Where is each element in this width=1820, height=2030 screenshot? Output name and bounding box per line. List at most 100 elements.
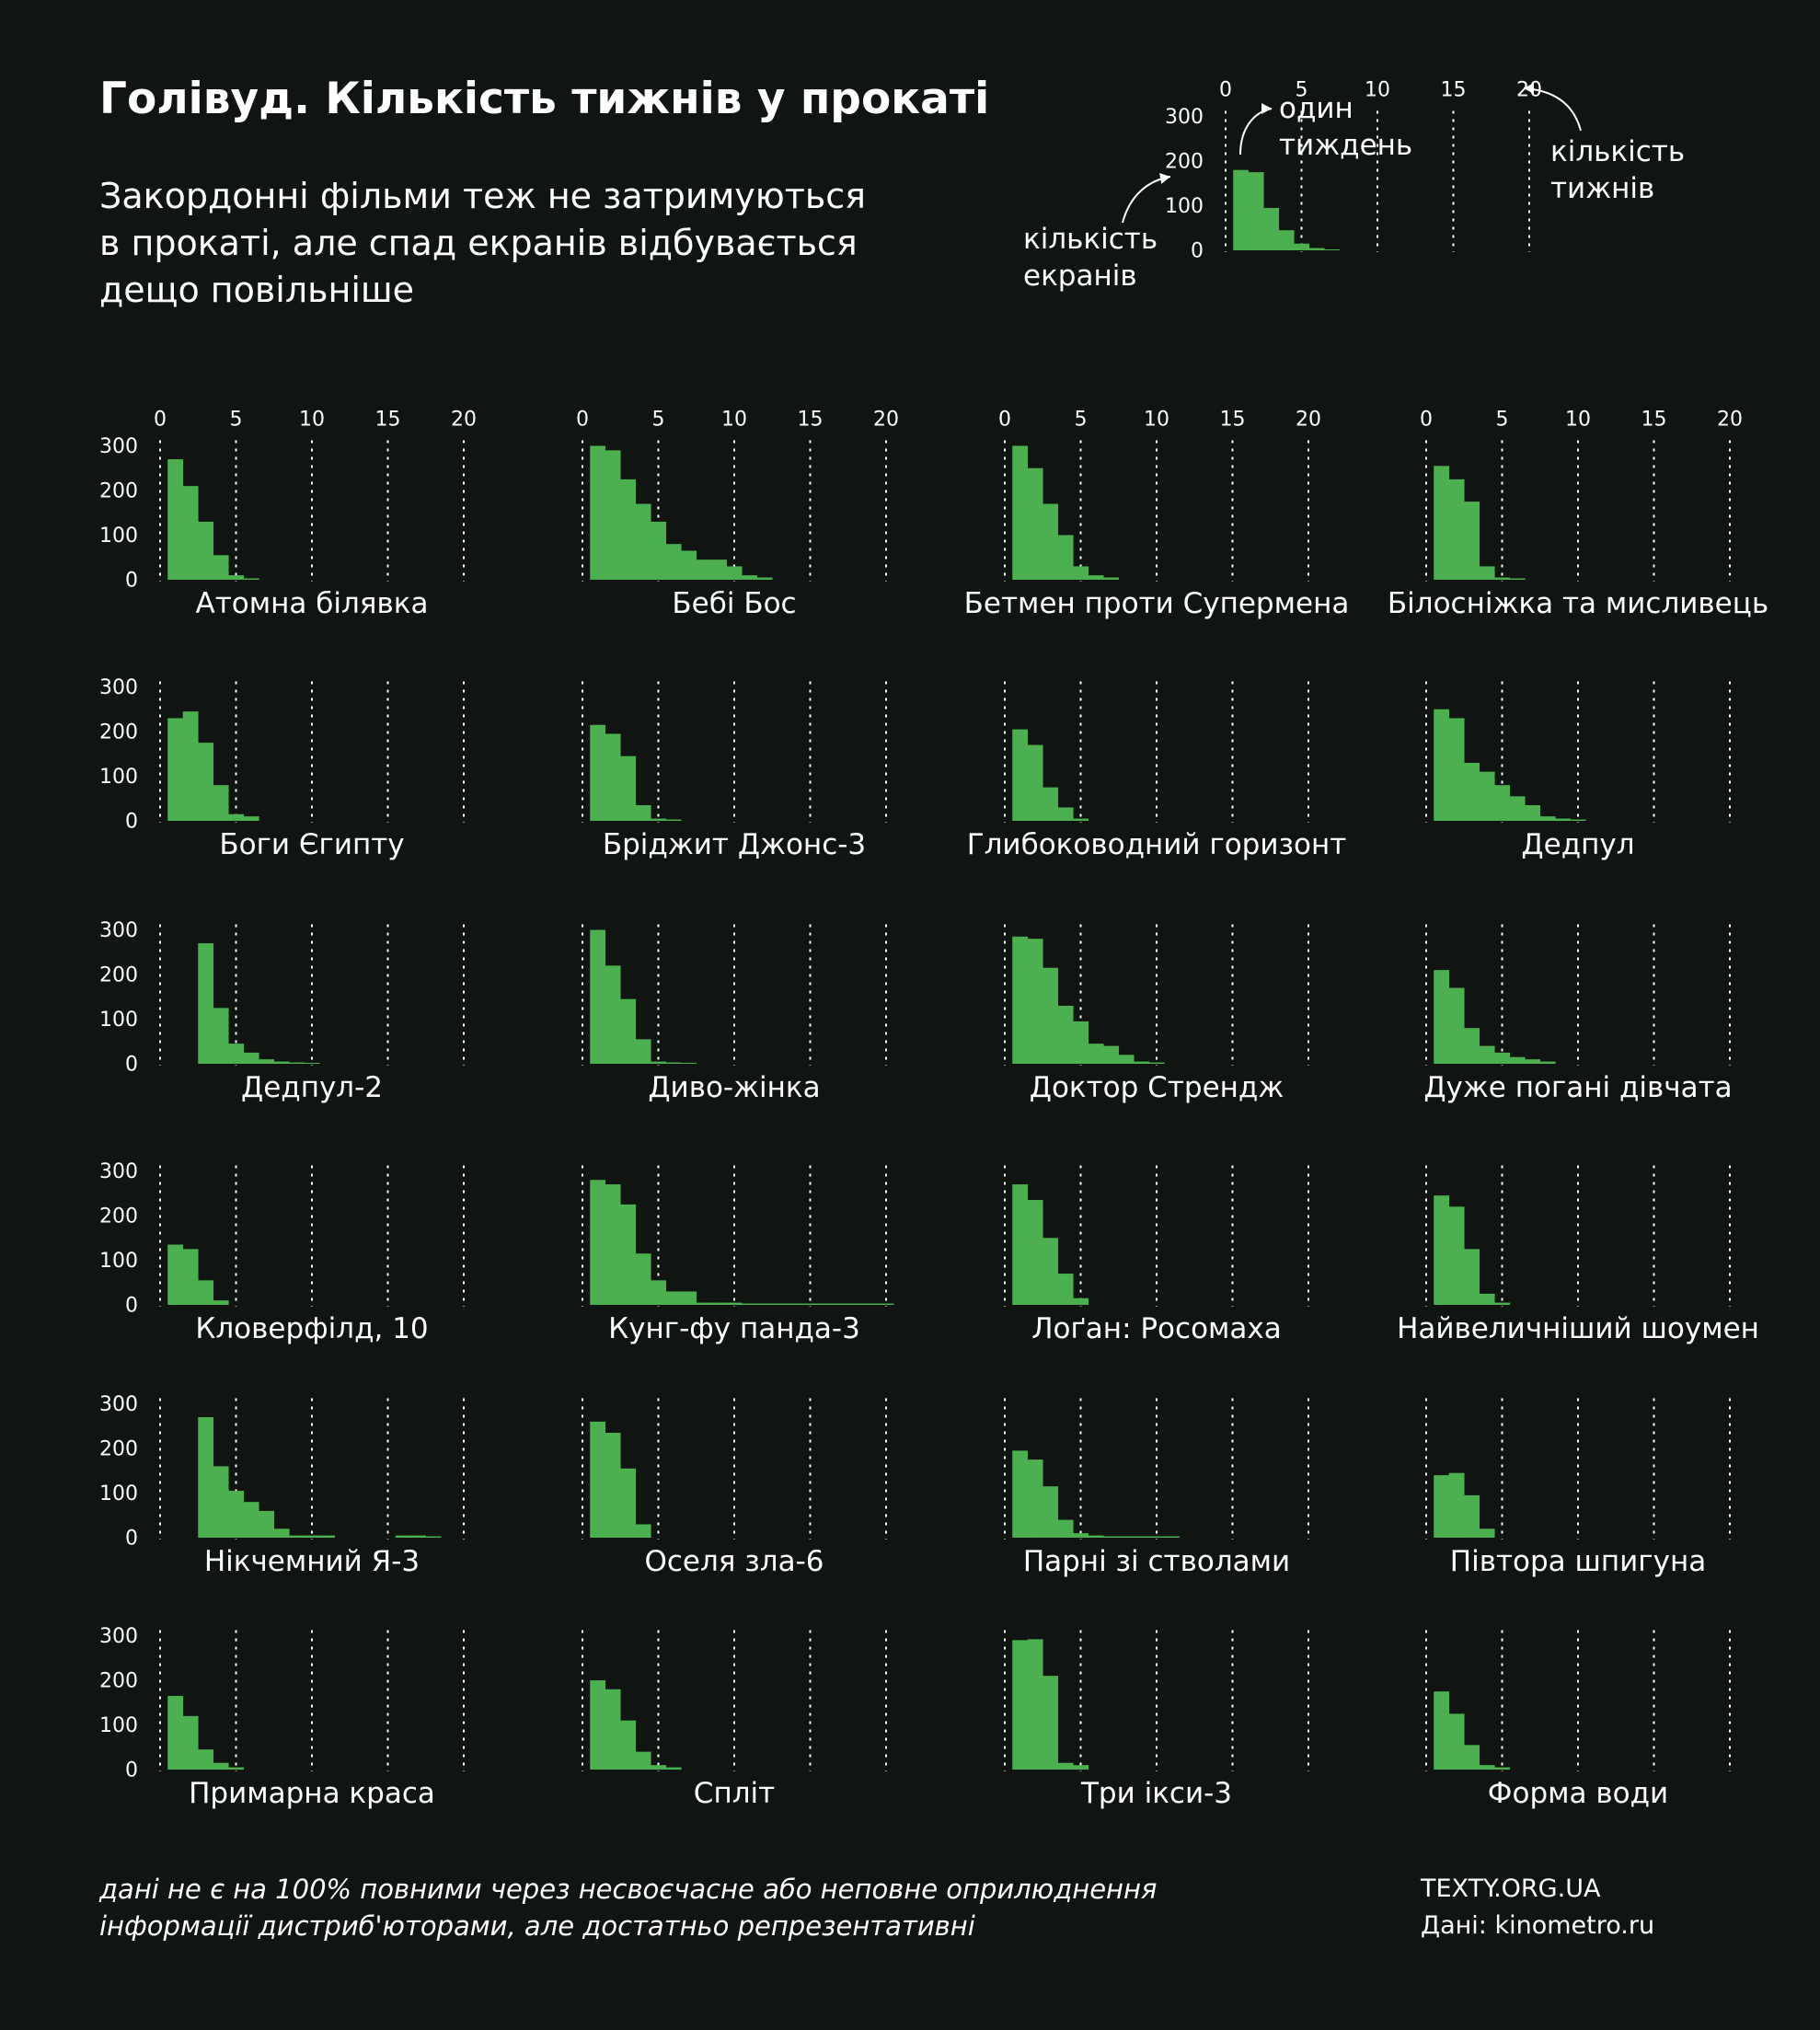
bar — [1539, 816, 1556, 821]
bar — [772, 1303, 789, 1306]
bar — [273, 1061, 290, 1064]
bar — [590, 1680, 606, 1770]
legend-label-one-week: один — [1279, 92, 1353, 125]
y-tick-label: 0 — [1191, 240, 1204, 263]
bar — [395, 1535, 411, 1538]
bar — [665, 1291, 682, 1305]
film-title: Примарна краса — [189, 1777, 435, 1810]
bar — [198, 743, 214, 822]
x-tick-label: 0 — [576, 409, 589, 432]
y-tick-label: 0 — [125, 1759, 138, 1782]
bar — [878, 1303, 894, 1306]
bar — [665, 544, 682, 580]
bar — [1057, 1519, 1074, 1538]
bar — [1042, 787, 1059, 822]
x-tick-label: 0 — [1420, 409, 1433, 432]
bar — [1464, 762, 1480, 821]
bar — [425, 1536, 442, 1539]
film-title: Атомна білявка — [196, 587, 429, 620]
y-tick-label: 200 — [99, 964, 138, 987]
bar — [1042, 1676, 1059, 1770]
bar — [620, 1204, 637, 1306]
film-title: Лоґан: Росомаха — [1031, 1312, 1282, 1345]
bar — [319, 1535, 336, 1538]
film-title: Білосніжка та мисливець — [1388, 587, 1768, 620]
bar — [620, 755, 637, 821]
x-tick-label: 15 — [1441, 79, 1467, 102]
bar — [243, 816, 259, 821]
bar — [1448, 479, 1465, 581]
bar — [847, 1303, 864, 1306]
bar — [1434, 709, 1450, 821]
x-tick-label: 10 — [299, 409, 325, 432]
chart-panel: Спліт — [582, 1630, 887, 1810]
page-subtitle: Закордонні фільми теж не затримуються в … — [99, 173, 909, 314]
bar — [289, 1535, 305, 1538]
bar — [243, 1052, 259, 1065]
x-tick-label: 15 — [1220, 409, 1246, 432]
bar — [1103, 577, 1120, 580]
bar — [1479, 1528, 1495, 1538]
bar — [1027, 939, 1043, 1064]
legend-label-screens-count: кількість — [1023, 223, 1158, 256]
bar — [863, 1303, 880, 1306]
bar — [1448, 1472, 1465, 1538]
bar — [1448, 987, 1465, 1064]
x-tick-label: 5 — [230, 409, 243, 432]
y-tick-label: 0 — [125, 1054, 138, 1077]
bar — [742, 575, 758, 580]
bar — [167, 718, 184, 821]
bar — [1088, 575, 1104, 580]
chart-panel: Глибоководний горизонт — [967, 681, 1346, 861]
bar — [1057, 1274, 1074, 1305]
bar — [681, 1063, 697, 1064]
bar — [696, 1302, 712, 1305]
bar — [833, 1303, 849, 1306]
bar — [1073, 566, 1089, 580]
bar — [1464, 1028, 1480, 1064]
bar — [410, 1535, 427, 1538]
bar — [1012, 729, 1029, 821]
page-title: Голівуд. Кількість тижнів у прокаті — [99, 74, 990, 124]
bar — [213, 1300, 229, 1305]
source-site: TEXTY.ORG.UA — [1421, 1874, 1601, 1903]
bar — [198, 943, 214, 1064]
bar — [1073, 1765, 1089, 1770]
bar — [1148, 1536, 1165, 1539]
bar — [1103, 1536, 1120, 1539]
bar — [756, 577, 773, 580]
x-tick-label: 0 — [154, 409, 167, 432]
y-tick-label: 100 — [99, 1250, 138, 1273]
bar — [198, 521, 214, 580]
film-title: Диво-жінка — [648, 1071, 820, 1104]
subtitle-line: дещо повільніше — [99, 270, 415, 310]
bar — [787, 1303, 803, 1306]
bar — [1012, 445, 1029, 580]
bar — [182, 711, 199, 821]
film-title: Парні зі стволами — [1023, 1545, 1290, 1578]
chart-panel: Оселя зла-6 — [582, 1398, 887, 1578]
film-title: Бріджит Джонс-3 — [603, 828, 866, 861]
bar — [182, 1249, 199, 1306]
bar — [1448, 1713, 1465, 1770]
bar — [1148, 1062, 1165, 1065]
y-tick-label: 100 — [99, 1009, 138, 1032]
bar — [635, 805, 651, 821]
y-tick-label: 300 — [99, 676, 138, 699]
y-tick-label: 200 — [99, 1438, 138, 1461]
y-tick-label: 300 — [1165, 106, 1204, 129]
bar — [665, 819, 682, 821]
chart-panel: Диво-жінка — [582, 924, 887, 1104]
film-title: Форма води — [1488, 1777, 1668, 1810]
film-title: Бебі Бос — [672, 587, 796, 620]
bar — [259, 1059, 275, 1064]
bar — [213, 555, 229, 581]
bar — [681, 1291, 697, 1305]
x-tick-label: 20 — [451, 409, 477, 432]
chart-panel: Найвеличніший шоумен — [1397, 1165, 1759, 1345]
y-tick-label: 100 — [99, 766, 138, 789]
bar — [1494, 1302, 1511, 1305]
x-tick-label: 15 — [375, 409, 401, 432]
bar — [213, 1008, 229, 1065]
